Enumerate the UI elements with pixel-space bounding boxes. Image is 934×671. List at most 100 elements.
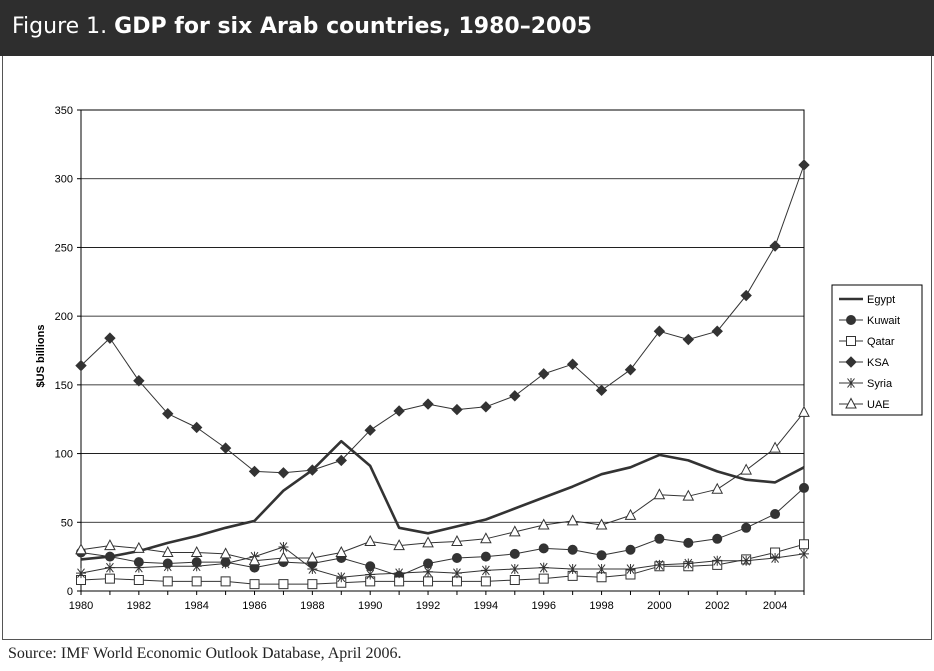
data-point-syria bbox=[538, 562, 549, 573]
data-point-ksa bbox=[595, 384, 608, 397]
data-point-qatar bbox=[307, 579, 318, 590]
data-point-uae bbox=[161, 545, 174, 558]
data-point-qatar bbox=[423, 576, 434, 587]
data-point-uae bbox=[682, 489, 695, 501]
data-point-syria bbox=[220, 558, 231, 569]
figure-number: Figure 1. bbox=[12, 14, 108, 39]
data-point-syria bbox=[162, 561, 173, 572]
data-point-ksa bbox=[711, 325, 723, 337]
data-point-syria bbox=[191, 561, 202, 572]
x-tick-label: 1996 bbox=[531, 600, 555, 612]
x-tick-label: 1986 bbox=[242, 600, 266, 612]
data-point-ksa bbox=[538, 368, 550, 380]
legend-label-qatar: Qatar bbox=[867, 336, 895, 348]
data-point-kuwait bbox=[596, 550, 607, 561]
data-point-syria bbox=[596, 564, 607, 575]
x-tick-label: 1992 bbox=[416, 600, 440, 612]
data-point-syria bbox=[799, 548, 809, 559]
data-point-uae bbox=[422, 536, 434, 548]
data-point-syria bbox=[509, 564, 520, 575]
figure-header: Figure 1. GDP for six Arab countries, 19… bbox=[0, 0, 934, 56]
data-point-kuwait bbox=[712, 533, 723, 544]
data-point-syria bbox=[712, 555, 723, 566]
data-point-syria bbox=[76, 568, 86, 579]
data-point-ksa bbox=[653, 325, 666, 337]
grid-layer bbox=[80, 109, 805, 592]
data-point-ksa bbox=[190, 421, 203, 434]
series-qatar bbox=[76, 539, 809, 590]
data-point-uae bbox=[75, 543, 87, 555]
x-tick-label: 1998 bbox=[589, 600, 613, 612]
legend: Egypt Kuwait Qatar KSA Syria UAE bbox=[831, 284, 923, 416]
series-line-ksa bbox=[80, 164, 805, 474]
data-point-ksa bbox=[75, 359, 87, 372]
data-point-kuwait bbox=[741, 522, 752, 533]
data-point-ksa bbox=[306, 464, 319, 476]
data-point-qatar bbox=[133, 575, 144, 586]
series-ksa bbox=[75, 159, 810, 479]
series-line-uae bbox=[80, 411, 805, 562]
legend-marker-ksa bbox=[845, 356, 857, 368]
data-point-qatar bbox=[480, 576, 491, 587]
data-point-qatar bbox=[191, 576, 202, 587]
data-point-ksa bbox=[480, 401, 492, 413]
data-point-uae bbox=[190, 545, 203, 558]
y-tick-label: 350 bbox=[55, 105, 73, 117]
source-note: Source: IMF World Economic Outlook Datab… bbox=[8, 645, 402, 662]
data-point-qatar bbox=[162, 576, 173, 587]
data-point-syria bbox=[654, 559, 665, 570]
data-point-qatar bbox=[538, 573, 549, 584]
legend-marker-qatar bbox=[846, 336, 856, 346]
data-point-ksa bbox=[393, 405, 405, 417]
data-point-ksa bbox=[133, 375, 145, 387]
data-point-uae bbox=[104, 539, 116, 551]
data-point-qatar bbox=[596, 572, 607, 583]
data-point-ksa bbox=[566, 358, 579, 370]
legend-box bbox=[831, 284, 923, 416]
data-point-syria bbox=[770, 553, 781, 564]
data-point-uae bbox=[480, 532, 492, 544]
data-point-uae bbox=[133, 541, 145, 553]
y-axis-label: $US billions bbox=[35, 325, 47, 388]
legend-label-egypt: Egypt bbox=[867, 294, 895, 306]
y-tick-label: 50 bbox=[61, 517, 73, 529]
data-point-ksa bbox=[451, 403, 463, 416]
data-point-uae bbox=[393, 539, 405, 551]
x-tick-label: 2002 bbox=[705, 600, 729, 612]
data-point-qatar bbox=[394, 576, 405, 587]
data-point-ksa bbox=[364, 424, 376, 436]
data-point-kuwait bbox=[567, 544, 578, 555]
figure-title: GDP for six Arab countries, 1980–2005 bbox=[114, 14, 592, 39]
data-point-syria bbox=[423, 566, 434, 577]
data-point-qatar bbox=[278, 579, 289, 590]
x-tick-label: 1990 bbox=[358, 600, 382, 612]
data-point-uae bbox=[335, 545, 348, 558]
x-tick-label: 2004 bbox=[763, 600, 787, 612]
data-point-uae bbox=[306, 551, 319, 563]
data-point-syria bbox=[278, 542, 289, 553]
data-point-uae bbox=[219, 547, 232, 559]
data-point-syria bbox=[307, 564, 318, 575]
x-tick-label: 1980 bbox=[69, 600, 93, 612]
data-point-ksa bbox=[335, 454, 347, 467]
data-point-qatar bbox=[451, 576, 462, 587]
data-point-kuwait bbox=[423, 558, 434, 569]
data-point-uae bbox=[364, 534, 377, 547]
data-point-ksa bbox=[509, 390, 521, 402]
series-line-qatar bbox=[80, 543, 805, 585]
y-tick-label: 300 bbox=[55, 174, 73, 186]
data-point-ksa bbox=[422, 398, 434, 410]
data-point-uae bbox=[798, 405, 810, 417]
data-point-uae bbox=[537, 518, 550, 530]
data-point-syria bbox=[133, 562, 144, 573]
data-point-uae bbox=[595, 518, 608, 530]
series-uae bbox=[75, 405, 810, 566]
data-point-kuwait bbox=[509, 548, 520, 559]
data-point-kuwait bbox=[451, 553, 462, 564]
y-tick-label: 150 bbox=[55, 380, 73, 392]
data-point-uae bbox=[711, 482, 724, 494]
series-egypt bbox=[80, 439, 805, 561]
data-point-syria bbox=[336, 572, 347, 583]
data-point-kuwait bbox=[538, 543, 549, 554]
legend-label-ksa: KSA bbox=[867, 357, 890, 369]
